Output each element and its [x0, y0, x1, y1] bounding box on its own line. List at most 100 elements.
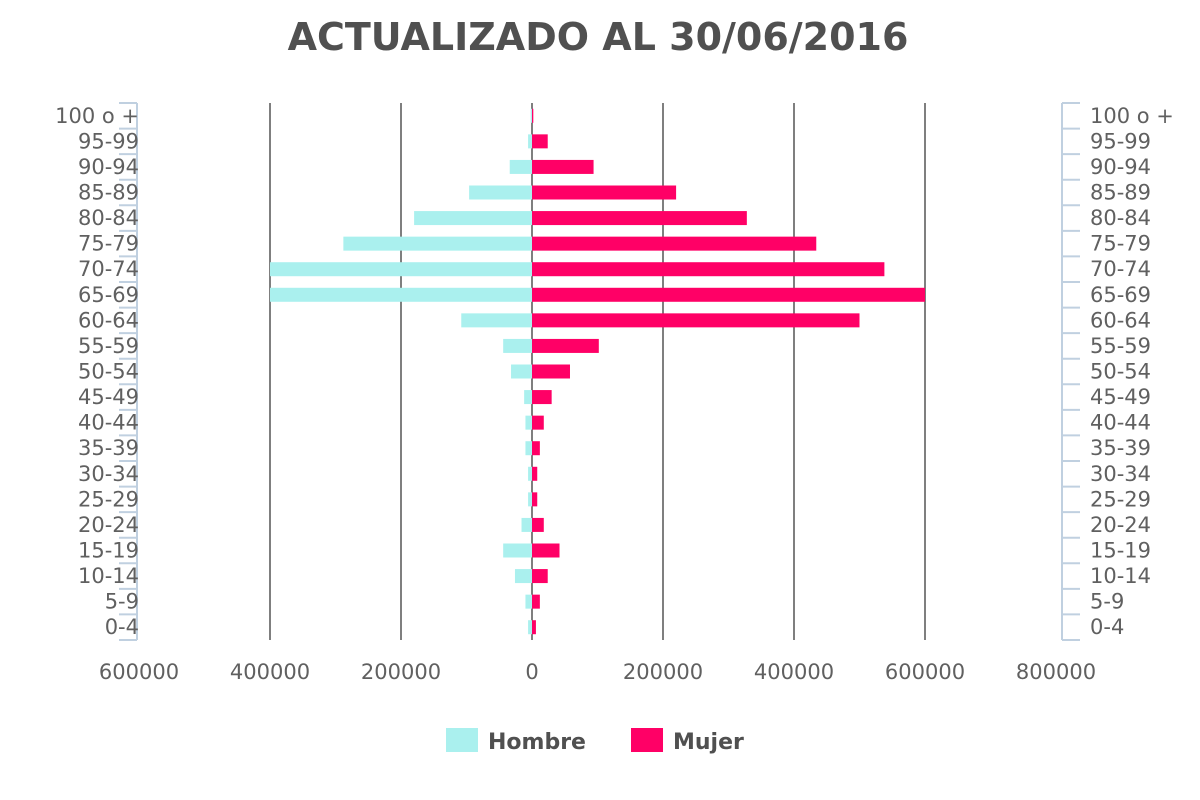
category-label: 100 o + [55, 104, 139, 128]
bar-hombre [514, 569, 532, 584]
category-label: 60-64 [1090, 308, 1151, 332]
bars [270, 108, 925, 635]
category-label: 35-39 [78, 436, 139, 460]
category-label: 25-29 [1090, 487, 1151, 511]
category-label: 45-49 [78, 385, 139, 409]
bar-hombre [525, 594, 532, 609]
legend-swatch [446, 728, 478, 752]
bar-hombre [521, 517, 532, 532]
category-label: 30-34 [78, 462, 139, 486]
category-label: 80-84 [78, 206, 139, 230]
bar-mujer [532, 211, 747, 226]
bar-hombre [528, 620, 532, 635]
category-label: 75-79 [78, 232, 139, 256]
x-tick-label: 200000 [361, 660, 441, 684]
bar-mujer [532, 313, 860, 328]
bar-mujer [532, 364, 570, 379]
category-label: 10-14 [78, 564, 139, 588]
category-label: 70-74 [1090, 257, 1151, 281]
category-label: 50-54 [1090, 360, 1151, 384]
bar-hombre [528, 134, 532, 149]
category-label: 65-69 [78, 283, 139, 307]
category-label: 100 o + [1090, 104, 1174, 128]
bar-mujer [532, 338, 599, 353]
category-label: 90-94 [78, 155, 139, 179]
category-label: 85-89 [78, 181, 139, 205]
bar-mujer [532, 466, 538, 481]
bar-hombre [461, 313, 532, 328]
bar-mujer [532, 236, 817, 251]
grid-lines [269, 103, 926, 640]
bar-hombre [270, 287, 532, 302]
bar-hombre [525, 415, 532, 430]
category-label: 35-39 [1090, 436, 1151, 460]
chart-title: ACTUALIZADO AL 30/06/2016 [288, 15, 909, 59]
x-tick-label: 600000 [99, 660, 179, 684]
category-label: 5-9 [1090, 590, 1124, 614]
x-axis: 600000 400000 200000 0 200000 400000 600000 800… [99, 660, 1096, 684]
bar-hombre [528, 466, 532, 481]
category-label: 85-89 [1090, 181, 1151, 205]
bar-hombre [270, 262, 532, 277]
category-label: 45-49 [1090, 385, 1151, 409]
bar-mujer [532, 492, 538, 507]
bar-hombre [503, 338, 532, 353]
category-label: 50-54 [78, 360, 139, 384]
category-label: 65-69 [1090, 283, 1151, 307]
bar-hombre [414, 211, 532, 226]
category-label: 20-24 [78, 513, 139, 537]
bar-mujer [532, 390, 552, 405]
bar-hombre [469, 185, 532, 200]
x-tick-label: 400000 [754, 660, 834, 684]
category-label: 20-24 [1090, 513, 1151, 537]
category-label: 15-19 [1090, 539, 1151, 563]
category-label: 90-94 [1090, 155, 1151, 179]
x-tick-label: 0 [525, 660, 538, 684]
bar-hombre [511, 364, 532, 379]
bar-hombre [509, 159, 532, 174]
bar-hombre [528, 492, 532, 507]
bar-mujer [532, 594, 540, 609]
bar-hombre [524, 390, 532, 405]
category-label: 95-99 [78, 129, 139, 153]
bar-hombre [503, 543, 532, 558]
category-label: 15-19 [78, 539, 139, 563]
bar-mujer [532, 134, 548, 149]
category-label: 40-44 [1090, 411, 1151, 435]
category-label: 40-44 [78, 411, 139, 435]
category-label: 55-59 [1090, 334, 1151, 358]
category-label: 5-9 [105, 590, 139, 614]
category-label: 75-79 [1090, 232, 1151, 256]
bar-mujer [532, 185, 677, 200]
x-tick-label: 400000 [230, 660, 310, 684]
category-label: 10-14 [1090, 564, 1151, 588]
category-label: 95-99 [1090, 129, 1151, 153]
category-label: 0-4 [1090, 615, 1124, 639]
left-axis: 100 o +95-9990-9485-8980-8475-7970-7465-… [55, 102, 139, 641]
bar-mujer [532, 569, 548, 584]
category-label: 55-59 [78, 334, 139, 358]
category-label: 70-74 [78, 257, 139, 281]
bar-mujer [532, 108, 534, 123]
bar-mujer [532, 262, 885, 277]
bar-hombre [343, 236, 532, 251]
bar-mujer [532, 159, 594, 174]
bar-mujer [532, 517, 544, 532]
x-tick-label: 200000 [623, 660, 703, 684]
x-tick-label: 800000 [1016, 660, 1096, 684]
right-axis: 100 o +95-9990-9485-8980-8475-7970-7465-… [1061, 102, 1174, 641]
category-label: 60-64 [78, 308, 139, 332]
x-tick-label: 600000 [885, 660, 965, 684]
bar-mujer [532, 415, 544, 430]
bar-mujer [532, 620, 536, 635]
bar-hombre [530, 108, 532, 123]
bar-mujer [532, 441, 540, 456]
legend-label: Mujer [673, 730, 744, 755]
category-label: 30-34 [1090, 462, 1151, 486]
bar-mujer [532, 543, 560, 558]
bar-hombre [525, 441, 532, 456]
legend-label: Hombre [488, 730, 586, 755]
legend: Hombre Mujer [446, 728, 744, 755]
bar-mujer [532, 287, 925, 302]
